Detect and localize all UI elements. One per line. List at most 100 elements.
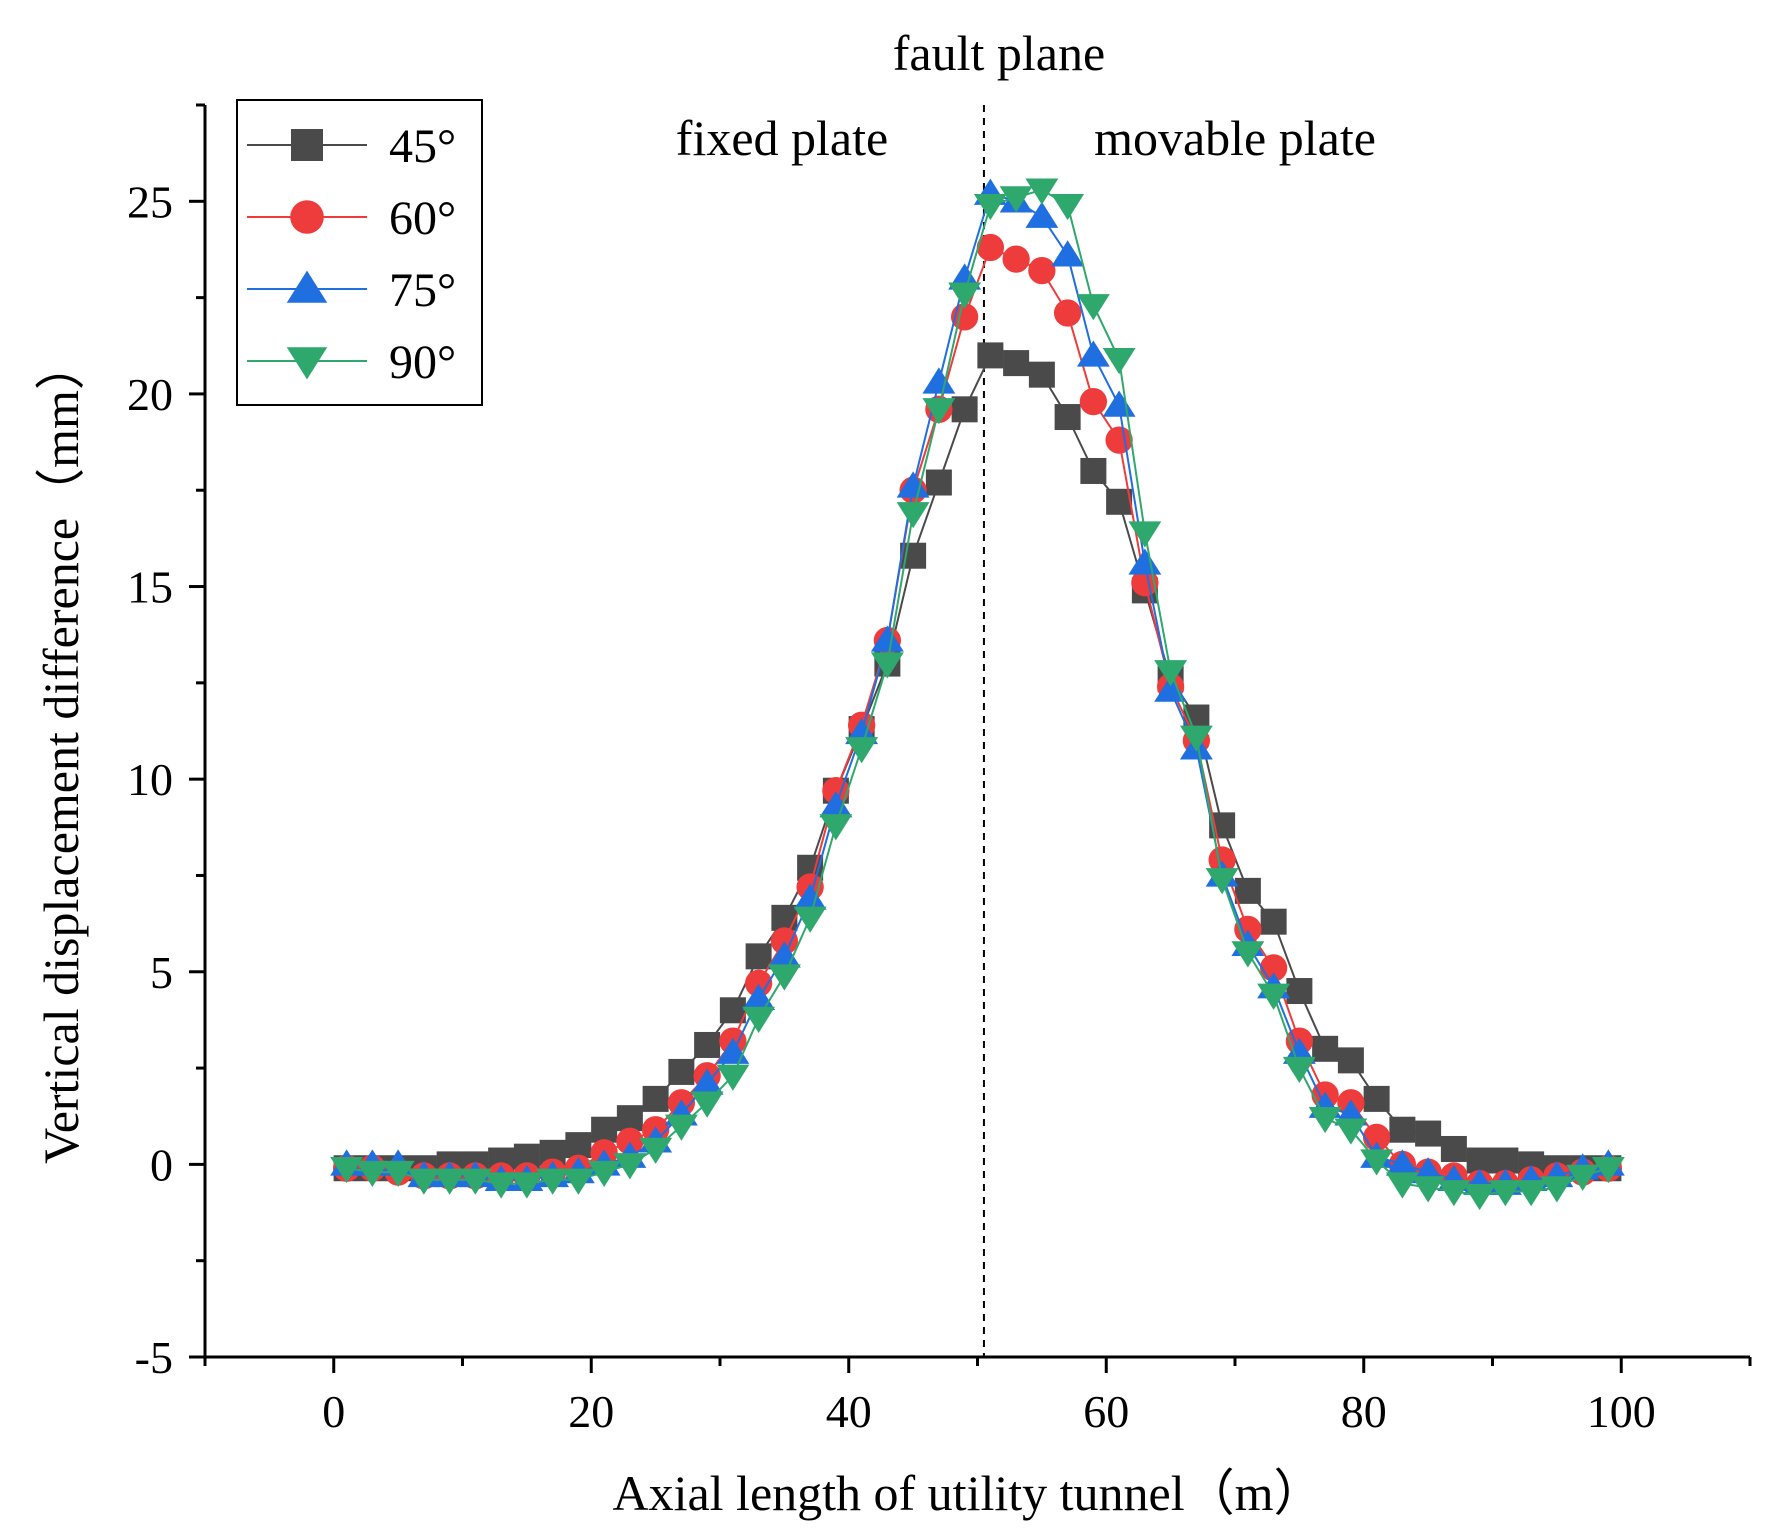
data-point [1154,660,1188,687]
legend-item: 45° [247,120,456,173]
data-point [1205,868,1239,895]
data-point [1208,846,1236,874]
series-3 [330,178,1625,1211]
data-point [1514,1180,1548,1207]
data-point [1102,390,1136,417]
y-tick-label: 15 [127,562,173,613]
data-point [1234,877,1261,904]
data-point [742,1006,776,1033]
legend-label: 60° [389,192,456,245]
data-point [1128,548,1162,575]
data-point [896,471,930,498]
y-tick-label: 5 [150,947,173,998]
data-point [1437,1180,1471,1207]
data-point [510,1172,544,1199]
data-point [1488,1180,1522,1207]
axes-layer: 0 20 40 60 80 100 -5 0 5 10 15 20 25 [127,103,1752,1437]
series-line [346,188,1609,1197]
data-point [1028,361,1055,388]
data-point [1053,299,1082,327]
data-point [870,625,904,652]
data-point [690,1068,724,1095]
x-axis-title: Axial length of utility tunnel（m） [612,1465,1323,1521]
data-point [561,1168,595,1195]
data-point [1308,1106,1342,1134]
data-point [1054,404,1081,431]
x-tick-label: 60 [1083,1386,1129,1437]
movable-plate-label: movable plate [1094,110,1376,166]
data-point [1080,457,1107,484]
y-tick-label: 10 [127,754,173,805]
data-point [1260,908,1287,935]
data-point [1154,675,1188,702]
data-point [1463,1183,1497,1211]
data-point [613,1153,647,1180]
data-point [1076,340,1110,367]
data-point [664,1114,698,1141]
fixed-plate-label: fixed plate [676,110,888,166]
data-point [1002,245,1030,273]
data-point [922,398,956,425]
x-tick-label: 0 [322,1386,345,1437]
legend-marker [291,129,323,161]
data-point [330,1157,364,1184]
data-point [1363,1085,1390,1112]
data-point [1385,1172,1419,1199]
data-point [771,904,798,931]
data-point [1591,1157,1625,1184]
data-point [1025,178,1059,205]
data-point [1025,201,1059,228]
data-point [355,1160,389,1188]
legend-marker [286,347,328,380]
data-point [951,396,978,423]
data-point [977,342,1004,369]
fault-plane-label: fault plane [893,25,1105,81]
data-point [565,1132,592,1159]
legend-marker [290,200,324,234]
data-point [616,1127,644,1155]
x-tick-label: 100 [1587,1386,1656,1437]
series-line [346,192,1609,1185]
data-point [433,1168,467,1195]
data-point [745,943,772,970]
data-point [690,1091,724,1118]
data-point [1257,983,1291,1010]
series-1 [332,233,1623,1198]
data-point [1286,978,1313,1005]
data-point [639,1137,673,1164]
y-tick-label: 25 [127,176,173,227]
y-tick-label: 0 [150,1139,173,1190]
data-point [591,1116,618,1143]
x-tick-label: 20 [568,1386,614,1437]
legend-item: 60° [247,192,456,245]
data-point [973,193,1007,221]
legend-item: 90° [247,336,456,389]
legend-label: 90° [389,336,456,389]
data-point [767,941,801,968]
data-point [896,502,930,529]
data-point [1415,1120,1442,1147]
legend-box [236,99,483,406]
data-point [407,1168,441,1195]
data-point [870,652,904,679]
legend-label: 45° [389,120,456,173]
data-point [1003,350,1030,377]
y-tick-label: -5 [135,1332,173,1383]
data-point [1028,256,1056,285]
data-point [1282,1056,1316,1084]
legend-item: 75° [247,264,456,317]
data-point [1051,193,1085,221]
legend-label: 75° [389,264,456,317]
data-point [616,1105,643,1132]
data-point [1334,1118,1368,1145]
data-point [1076,294,1110,321]
data-point [1102,348,1136,375]
data-point [1566,1164,1600,1191]
data-point [1337,1047,1364,1074]
data-point [1131,569,1159,597]
series-layer [330,178,1625,1211]
data-point [819,814,853,841]
data-point [1231,941,1265,968]
data-point [999,186,1033,213]
data-point [642,1085,669,1112]
